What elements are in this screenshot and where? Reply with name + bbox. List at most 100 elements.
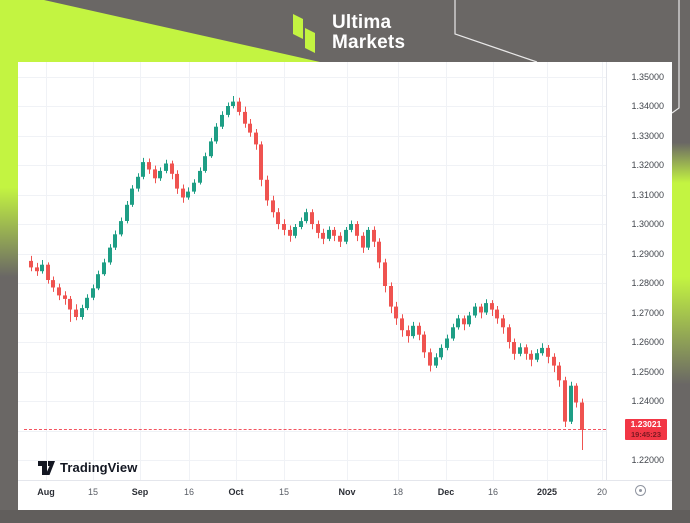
time-axis-label: 16	[487, 487, 498, 497]
time-axis-label: 16	[183, 487, 194, 497]
last-price-badge: 1.23021 19:45:23	[625, 419, 667, 441]
candle	[46, 262, 50, 284]
time-axis-label: 15	[278, 487, 289, 497]
candle	[389, 282, 393, 314]
candle	[490, 300, 494, 316]
h-gridline	[18, 430, 606, 432]
price-axis-label: 1.32000	[631, 160, 664, 170]
price-axis-label: 1.34000	[631, 101, 664, 111]
candle	[203, 152, 207, 173]
candle	[546, 345, 550, 364]
candle	[231, 96, 235, 109]
candle	[310, 209, 314, 230]
candle	[552, 353, 556, 373]
price-axis-label: 1.33000	[631, 130, 664, 141]
candle	[501, 314, 505, 334]
candle	[35, 262, 39, 276]
bottom-bar	[0, 510, 690, 523]
candle	[214, 123, 218, 144]
settings-gear-icon[interactable]	[635, 485, 646, 496]
candle	[40, 260, 44, 274]
candlestick-chart[interactable]	[18, 62, 672, 480]
candle	[338, 232, 342, 247]
candle	[445, 334, 449, 351]
candle	[344, 227, 348, 245]
candle	[153, 165, 157, 184]
candle	[271, 195, 275, 218]
price-axis-label: 1.31000	[631, 189, 664, 200]
v-gridline	[446, 62, 447, 480]
time-axis-label: Aug	[37, 487, 55, 497]
candle	[512, 338, 516, 360]
tradingview-attribution[interactable]: TradingView	[38, 460, 137, 475]
candle	[557, 362, 561, 387]
ultima-markets-logo: Ultima Markets	[288, 12, 405, 54]
candle	[495, 306, 499, 324]
last-price-value: 1.23021	[630, 419, 662, 430]
h-gridline	[18, 165, 606, 166]
candle	[164, 159, 168, 174]
candle	[574, 383, 578, 408]
candle	[125, 201, 129, 224]
candle	[400, 314, 404, 337]
price-axis-label: 1.25000	[631, 366, 664, 377]
candle	[265, 175, 269, 206]
tradingview-icon	[38, 460, 55, 475]
v-gridline	[347, 62, 348, 480]
candle	[518, 343, 522, 357]
candle	[96, 270, 100, 291]
candle	[170, 160, 174, 180]
candle	[569, 381, 573, 424]
candle	[372, 226, 376, 247]
ultima-markets-logo-icon	[293, 14, 315, 53]
candle	[540, 343, 544, 356]
v-gridline	[547, 62, 548, 480]
candle	[237, 97, 241, 116]
candle	[248, 119, 252, 137]
candle	[220, 111, 224, 129]
price-axis-label: 1.35000	[631, 71, 664, 82]
candle	[226, 102, 230, 118]
v-gridline	[493, 62, 494, 480]
chart-panel: 1.35000 1.34000 1.33000 1.32000 1.31000 1.300…	[18, 62, 672, 510]
candle	[316, 220, 320, 239]
candle	[29, 255, 33, 272]
candle	[57, 283, 61, 301]
candle	[85, 294, 89, 311]
candle	[299, 217, 303, 230]
candle	[361, 232, 365, 253]
candle	[282, 219, 286, 236]
candle	[479, 303, 483, 319]
candle	[288, 225, 292, 242]
candle	[68, 296, 72, 322]
brand-name: Ultima Markets	[332, 13, 405, 53]
candle	[394, 301, 398, 325]
time-axis-label: Dec	[437, 487, 455, 497]
candle	[439, 344, 443, 360]
h-gridline	[18, 312, 606, 314]
price-axis-separator	[606, 62, 607, 480]
candle	[467, 311, 471, 327]
v-gridline	[140, 62, 141, 480]
candle	[254, 129, 258, 150]
h-gridline	[18, 253, 606, 255]
candle	[366, 227, 370, 250]
candle	[243, 106, 247, 128]
candle	[74, 304, 78, 321]
candle	[377, 238, 381, 269]
h-gridline	[18, 460, 606, 461]
price-axis-label: 1.27000	[631, 307, 664, 318]
price-axis-label: 1.29000	[631, 248, 664, 259]
candle	[63, 291, 67, 305]
candle	[321, 228, 325, 245]
candle	[383, 258, 387, 293]
candle	[141, 157, 145, 180]
candle	[181, 184, 185, 203]
candle	[304, 208, 308, 224]
time-axis-label: Oct	[228, 487, 244, 497]
brand-line-1: Ultima	[332, 12, 392, 33]
candle	[332, 227, 336, 242]
candle	[529, 350, 533, 367]
candle	[102, 258, 106, 276]
candle	[276, 208, 280, 230]
